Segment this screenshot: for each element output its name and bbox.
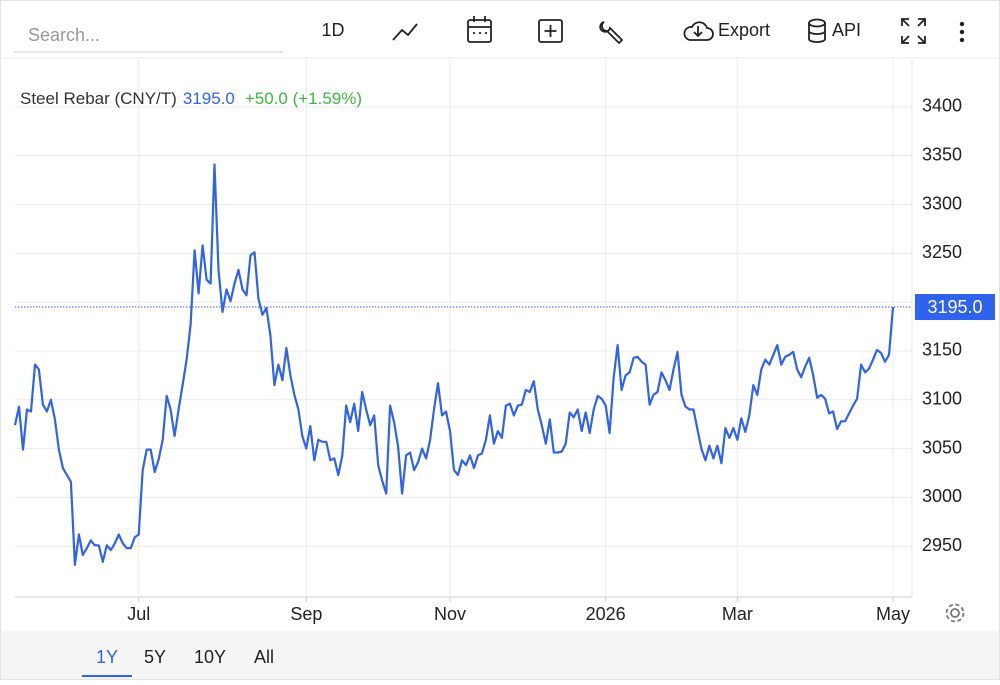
range-button[interactable]: 5Y <box>144 647 166 667</box>
range-bar <box>1 631 999 679</box>
x-tick-label: May <box>876 604 910 624</box>
y-tick-label: 3050 <box>922 437 962 457</box>
export-button[interactable]: Export <box>683 20 770 41</box>
menu-button[interactable] <box>959 21 965 43</box>
x-tick-label: Sep <box>290 604 322 624</box>
x-tick-label: Mar <box>722 604 753 624</box>
line-type-button[interactable] <box>392 23 418 41</box>
x-tick-label: Jul <box>127 604 150 624</box>
last-value-label: 3195.0 <box>183 89 235 108</box>
y-tick-label: 3300 <box>922 193 962 213</box>
series-name: Steel Rebar (CNY/T) <box>20 89 177 108</box>
y-tick-label: 3350 <box>922 144 962 164</box>
search-box[interactable]: Search... <box>28 25 100 45</box>
range-button[interactable]: All <box>254 647 274 667</box>
legend: Steel Rebar (CNY/T) 3195.0 +50.0 (+1.59%) <box>20 89 362 108</box>
api-button[interactable]: API <box>808 18 861 43</box>
api-label: API <box>832 20 861 40</box>
fullscreen-button[interactable] <box>901 18 926 44</box>
y-tick-label: 3400 <box>922 96 962 116</box>
y-tick-label: 3000 <box>922 486 962 506</box>
range-active-underline <box>82 675 132 677</box>
range-button[interactable]: 10Y <box>194 647 226 667</box>
change-label: +50.0 (+1.59%) <box>245 89 362 108</box>
interval-button[interactable]: 1D <box>321 20 344 40</box>
x-tick-label: 2026 <box>586 604 626 624</box>
tools-button[interactable] <box>599 21 624 45</box>
calendar-button[interactable] <box>467 16 492 43</box>
y-tick-label: 3250 <box>922 242 962 262</box>
last-value-tag <box>915 294 995 321</box>
export-label: Export <box>718 20 770 40</box>
range-button[interactable]: 1Y <box>96 647 118 667</box>
plot <box>13 60 912 602</box>
y-tick-label: 3150 <box>922 340 962 360</box>
x-tick-label: Nov <box>434 604 466 624</box>
y-tick-label: 2950 <box>922 535 962 555</box>
compare-button[interactable] <box>538 19 563 43</box>
last-value-tag-label: 3195.0 <box>927 297 982 317</box>
settings-button[interactable] <box>945 603 965 623</box>
y-tick-label: 3100 <box>922 389 962 409</box>
price-line <box>13 163 895 566</box>
